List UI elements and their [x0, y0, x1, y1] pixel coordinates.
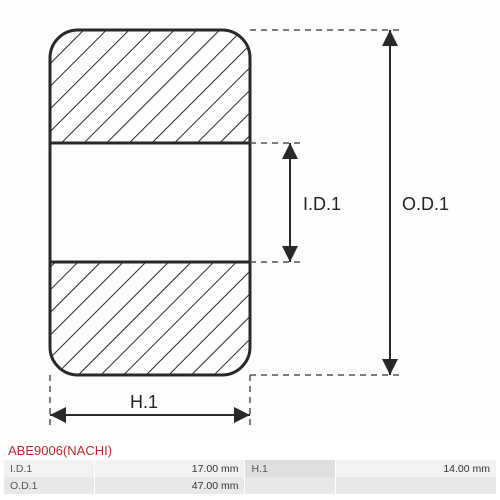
spec-key: H.1 — [245, 460, 335, 477]
part-number-title: ABE9006(NACHI) — [8, 443, 112, 458]
spec-value: 17.00 mm — [94, 460, 245, 477]
spec-key — [245, 477, 335, 494]
spec-key: O.D.1 — [4, 477, 94, 494]
spec-value: 14.00 mm — [335, 460, 496, 477]
hatched-sections — [50, 30, 250, 375]
od-dimension-label: O.D.1 — [402, 194, 449, 214]
spec-value: 47.00 mm — [94, 477, 245, 494]
table-row: I.D.1 17.00 mm H.1 14.00 mm — [4, 460, 496, 477]
spec-value — [335, 477, 496, 494]
id-dimension-label: I.D.1 — [303, 194, 341, 214]
bearing-diagram: I.D.1 O.D.1 H.1 — [0, 0, 500, 440]
spec-key: I.D.1 — [4, 460, 94, 477]
h-dimension-label: H.1 — [130, 392, 158, 412]
table-row: O.D.1 47.00 mm — [4, 477, 496, 494]
spec-table: I.D.1 17.00 mm H.1 14.00 mm O.D.1 47.00 … — [4, 460, 496, 494]
